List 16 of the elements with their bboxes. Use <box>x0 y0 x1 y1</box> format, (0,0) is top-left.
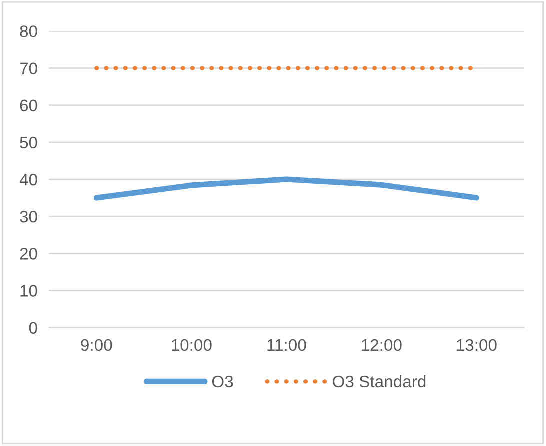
y-tick-label: 30 <box>20 210 38 223</box>
y-tick-label: 70 <box>20 62 38 74</box>
y-tick-label: 20 <box>20 248 38 260</box>
y-tick-label: 50 <box>20 136 38 149</box>
y-tick-label: 60 <box>20 100 38 112</box>
y-tick-label: 80 <box>20 26 38 38</box>
x-tick-label: 11:00 <box>268 339 306 352</box>
y-tick-label: 0 <box>29 322 38 334</box>
y-tick-label: 10 <box>20 285 38 297</box>
legend-label: O3 <box>212 376 234 388</box>
x-tick-label: 9:00 <box>81 339 112 352</box>
x-tick-label: 12:00 <box>362 339 402 352</box>
legend-label: O3 Standard <box>332 375 426 388</box>
x-tick-label: 13:00 <box>457 339 497 352</box>
y-tick-label: 40 <box>20 174 38 186</box>
x-tick-label: 10:00 <box>172 339 212 352</box>
